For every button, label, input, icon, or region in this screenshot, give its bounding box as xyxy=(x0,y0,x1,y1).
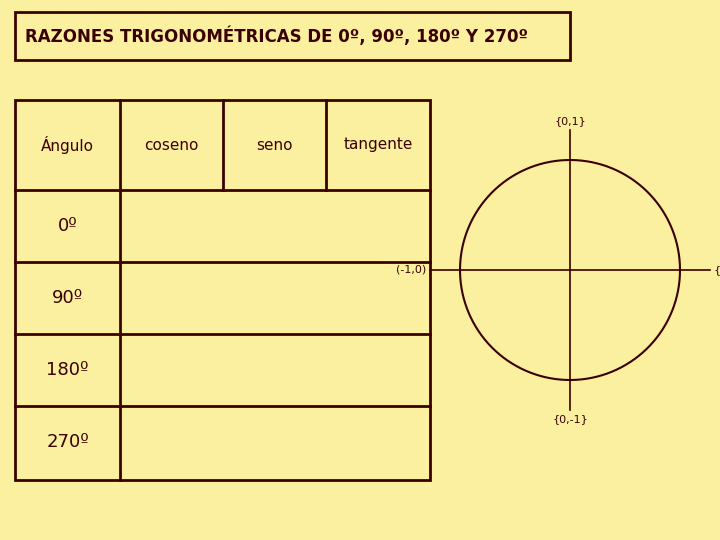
Text: coseno: coseno xyxy=(144,138,199,152)
Text: 0º: 0º xyxy=(58,217,77,235)
Text: Ángulo: Ángulo xyxy=(41,136,94,154)
Bar xyxy=(15,12,570,60)
Text: RAZONES TRIGONOMÉTRICAS DE 0º, 90º, 180º Y 270º: RAZONES TRIGONOMÉTRICAS DE 0º, 90º, 180º… xyxy=(25,26,528,46)
Text: {0,-1}: {0,-1} xyxy=(552,414,588,424)
Text: 90º: 90º xyxy=(52,289,83,307)
Text: (-1,0): (-1,0) xyxy=(396,265,426,275)
Text: 180º: 180º xyxy=(46,361,89,379)
Text: seno: seno xyxy=(256,138,293,152)
Text: tangente: tangente xyxy=(343,138,413,152)
Text: 270º: 270º xyxy=(46,433,89,451)
Text: {1,0}: {1,0} xyxy=(714,265,720,275)
Bar xyxy=(15,100,430,480)
Text: {0,1}: {0,1} xyxy=(554,116,586,126)
